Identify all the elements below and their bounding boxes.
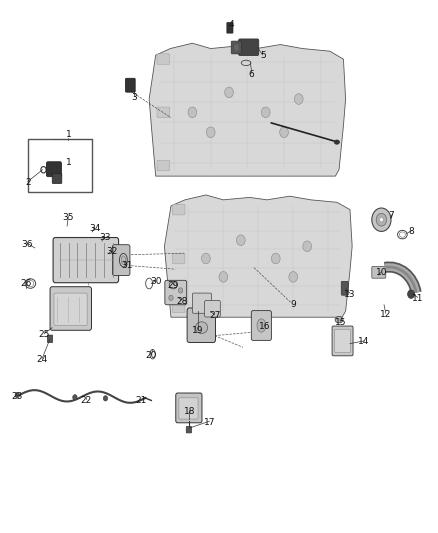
Circle shape (206, 127, 215, 138)
FancyBboxPatch shape (126, 78, 135, 92)
FancyBboxPatch shape (113, 245, 130, 276)
Circle shape (380, 217, 383, 222)
Circle shape (178, 288, 183, 293)
Text: 9: 9 (290, 300, 296, 309)
Text: 20: 20 (146, 351, 157, 360)
FancyBboxPatch shape (239, 39, 259, 55)
Text: 14: 14 (358, 337, 370, 346)
FancyBboxPatch shape (251, 311, 272, 341)
Polygon shape (149, 43, 346, 176)
Circle shape (289, 271, 297, 282)
FancyBboxPatch shape (176, 393, 202, 423)
FancyBboxPatch shape (50, 287, 92, 330)
Ellipse shape (195, 322, 208, 334)
Text: 21: 21 (136, 396, 147, 405)
FancyBboxPatch shape (192, 293, 212, 313)
Circle shape (15, 392, 19, 398)
FancyBboxPatch shape (157, 160, 170, 171)
Circle shape (372, 208, 391, 231)
FancyBboxPatch shape (52, 173, 62, 183)
Ellipse shape (335, 317, 343, 323)
FancyBboxPatch shape (54, 293, 87, 326)
FancyBboxPatch shape (332, 326, 353, 356)
FancyBboxPatch shape (187, 308, 215, 343)
FancyBboxPatch shape (157, 107, 170, 118)
Bar (28, 139, 92, 192)
Text: 12: 12 (380, 310, 392, 319)
Text: 5: 5 (260, 52, 265, 60)
Text: 35: 35 (63, 213, 74, 222)
Text: 16: 16 (259, 321, 271, 330)
Text: 30: 30 (150, 277, 162, 286)
Text: 36: 36 (21, 240, 33, 249)
Ellipse shape (234, 44, 239, 51)
Text: 28: 28 (176, 296, 187, 305)
Text: 33: 33 (99, 233, 110, 242)
Text: 26: 26 (20, 279, 32, 288)
Circle shape (103, 395, 108, 401)
Ellipse shape (120, 254, 127, 266)
Polygon shape (164, 195, 352, 317)
FancyBboxPatch shape (179, 398, 198, 419)
Text: 24: 24 (36, 355, 48, 364)
Circle shape (261, 107, 270, 118)
Text: 8: 8 (408, 228, 414, 237)
Circle shape (225, 87, 233, 98)
FancyBboxPatch shape (186, 426, 191, 433)
Circle shape (408, 290, 415, 298)
Text: 31: 31 (122, 261, 133, 270)
Circle shape (201, 253, 210, 264)
FancyBboxPatch shape (341, 281, 348, 295)
FancyBboxPatch shape (372, 266, 386, 278)
Text: 25: 25 (39, 330, 50, 339)
Circle shape (376, 213, 387, 226)
Ellipse shape (121, 256, 126, 264)
Circle shape (303, 241, 311, 252)
FancyBboxPatch shape (172, 302, 185, 313)
Text: 1: 1 (66, 130, 71, 139)
FancyBboxPatch shape (172, 253, 185, 264)
Text: 13: 13 (344, 289, 356, 298)
Circle shape (272, 253, 280, 264)
Text: 3: 3 (131, 93, 137, 102)
Text: 6: 6 (249, 70, 254, 78)
Text: 23: 23 (11, 392, 23, 401)
FancyBboxPatch shape (165, 280, 187, 305)
Text: 34: 34 (89, 224, 100, 233)
Circle shape (280, 127, 288, 138)
Text: 19: 19 (192, 326, 204, 335)
FancyBboxPatch shape (205, 301, 220, 317)
Text: 10: 10 (376, 269, 387, 277)
Circle shape (169, 295, 173, 301)
FancyBboxPatch shape (335, 329, 350, 353)
Text: 32: 32 (106, 247, 118, 256)
Ellipse shape (257, 319, 266, 332)
Text: 18: 18 (184, 407, 195, 416)
FancyBboxPatch shape (157, 54, 170, 64)
FancyBboxPatch shape (231, 41, 242, 54)
Text: 4: 4 (228, 20, 234, 29)
FancyBboxPatch shape (46, 162, 61, 176)
Ellipse shape (334, 140, 339, 144)
Text: 17: 17 (204, 418, 215, 427)
Text: 1: 1 (66, 158, 71, 167)
FancyBboxPatch shape (53, 238, 119, 282)
Circle shape (237, 235, 245, 246)
Text: 11: 11 (412, 294, 424, 303)
Text: 27: 27 (209, 311, 220, 320)
Text: 29: 29 (167, 280, 179, 289)
Text: 7: 7 (389, 212, 394, 221)
Text: 15: 15 (335, 318, 346, 327)
Circle shape (219, 271, 228, 282)
FancyBboxPatch shape (172, 204, 185, 215)
Circle shape (188, 107, 197, 118)
FancyBboxPatch shape (47, 335, 53, 343)
Circle shape (73, 394, 77, 400)
Text: 22: 22 (80, 396, 92, 405)
Circle shape (294, 94, 303, 104)
FancyBboxPatch shape (227, 22, 233, 33)
Text: 2: 2 (25, 178, 31, 187)
